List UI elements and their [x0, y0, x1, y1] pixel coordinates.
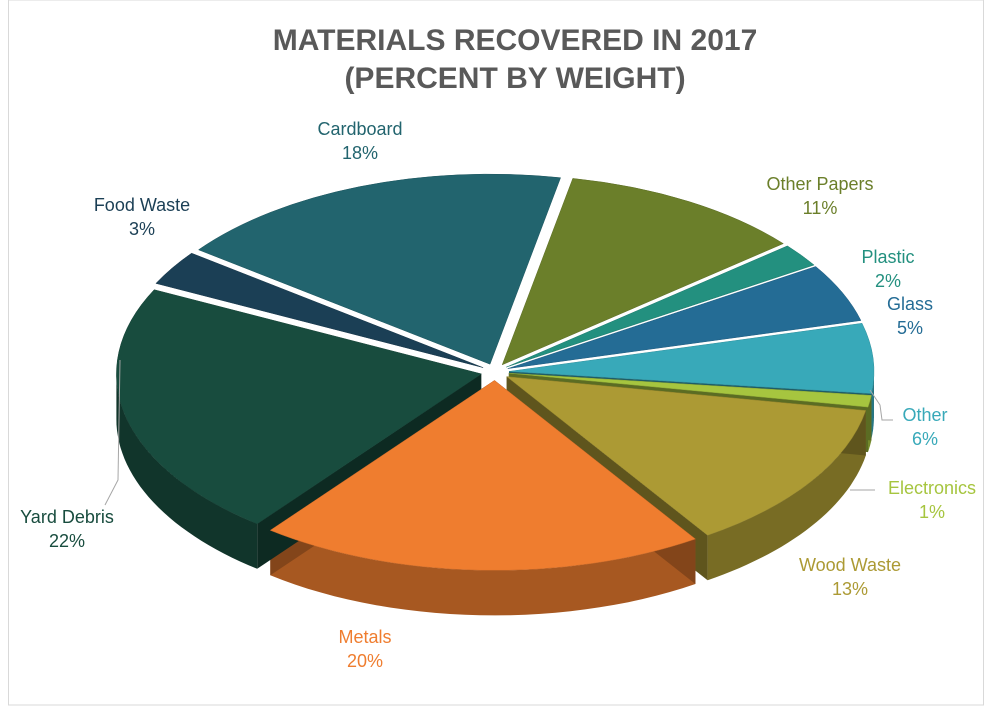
value-label: 2% [875, 271, 901, 291]
slice-side [707, 410, 866, 581]
chart-title: MATERIALS RECOVERED IN 2017 [273, 24, 758, 57]
pie-slice [507, 266, 862, 369]
category-label: Other [902, 405, 947, 425]
pie-slice [155, 252, 484, 368]
slice-side [270, 530, 696, 616]
pie-slice [269, 380, 696, 571]
category-label: Cardboard [317, 119, 402, 139]
slice-tops [116, 173, 875, 571]
value-label: 1% [919, 502, 945, 522]
value-label: 20% [347, 651, 383, 671]
pie-slice [505, 376, 867, 536]
data-labels: Cardboard 18% Other Papers 11% Plastic 2% Glas… [20, 119, 976, 671]
slice-side [871, 371, 874, 439]
chart-title: (PERCENT BY WEIGHT) [344, 62, 685, 95]
value-label: 22% [49, 531, 85, 551]
pie-slice [501, 178, 784, 366]
pie-slice [508, 372, 872, 408]
pie-slice [506, 245, 815, 368]
value-label: 13% [832, 579, 868, 599]
value-label: 5% [897, 318, 923, 338]
category-label: Metals [338, 627, 391, 647]
category-label: Electronics [888, 478, 976, 498]
pie-slice [116, 289, 483, 525]
value-label: 11% [803, 198, 838, 218]
slice-side [116, 373, 258, 569]
value-label: 6% [912, 429, 938, 449]
category-label: Glass [887, 294, 933, 314]
value-label: 18% [342, 143, 378, 163]
category-label: Wood Waste [799, 555, 901, 575]
category-label: Yard Debris [20, 507, 114, 527]
category-label: Plastic [861, 247, 914, 267]
category-label: Food Waste [94, 195, 190, 215]
leader-line [104, 359, 121, 506]
value-label: 3% [129, 219, 155, 239]
category-label: Other Papers [766, 174, 873, 194]
pie-slice [197, 173, 561, 365]
leader-line [869, 389, 893, 421]
